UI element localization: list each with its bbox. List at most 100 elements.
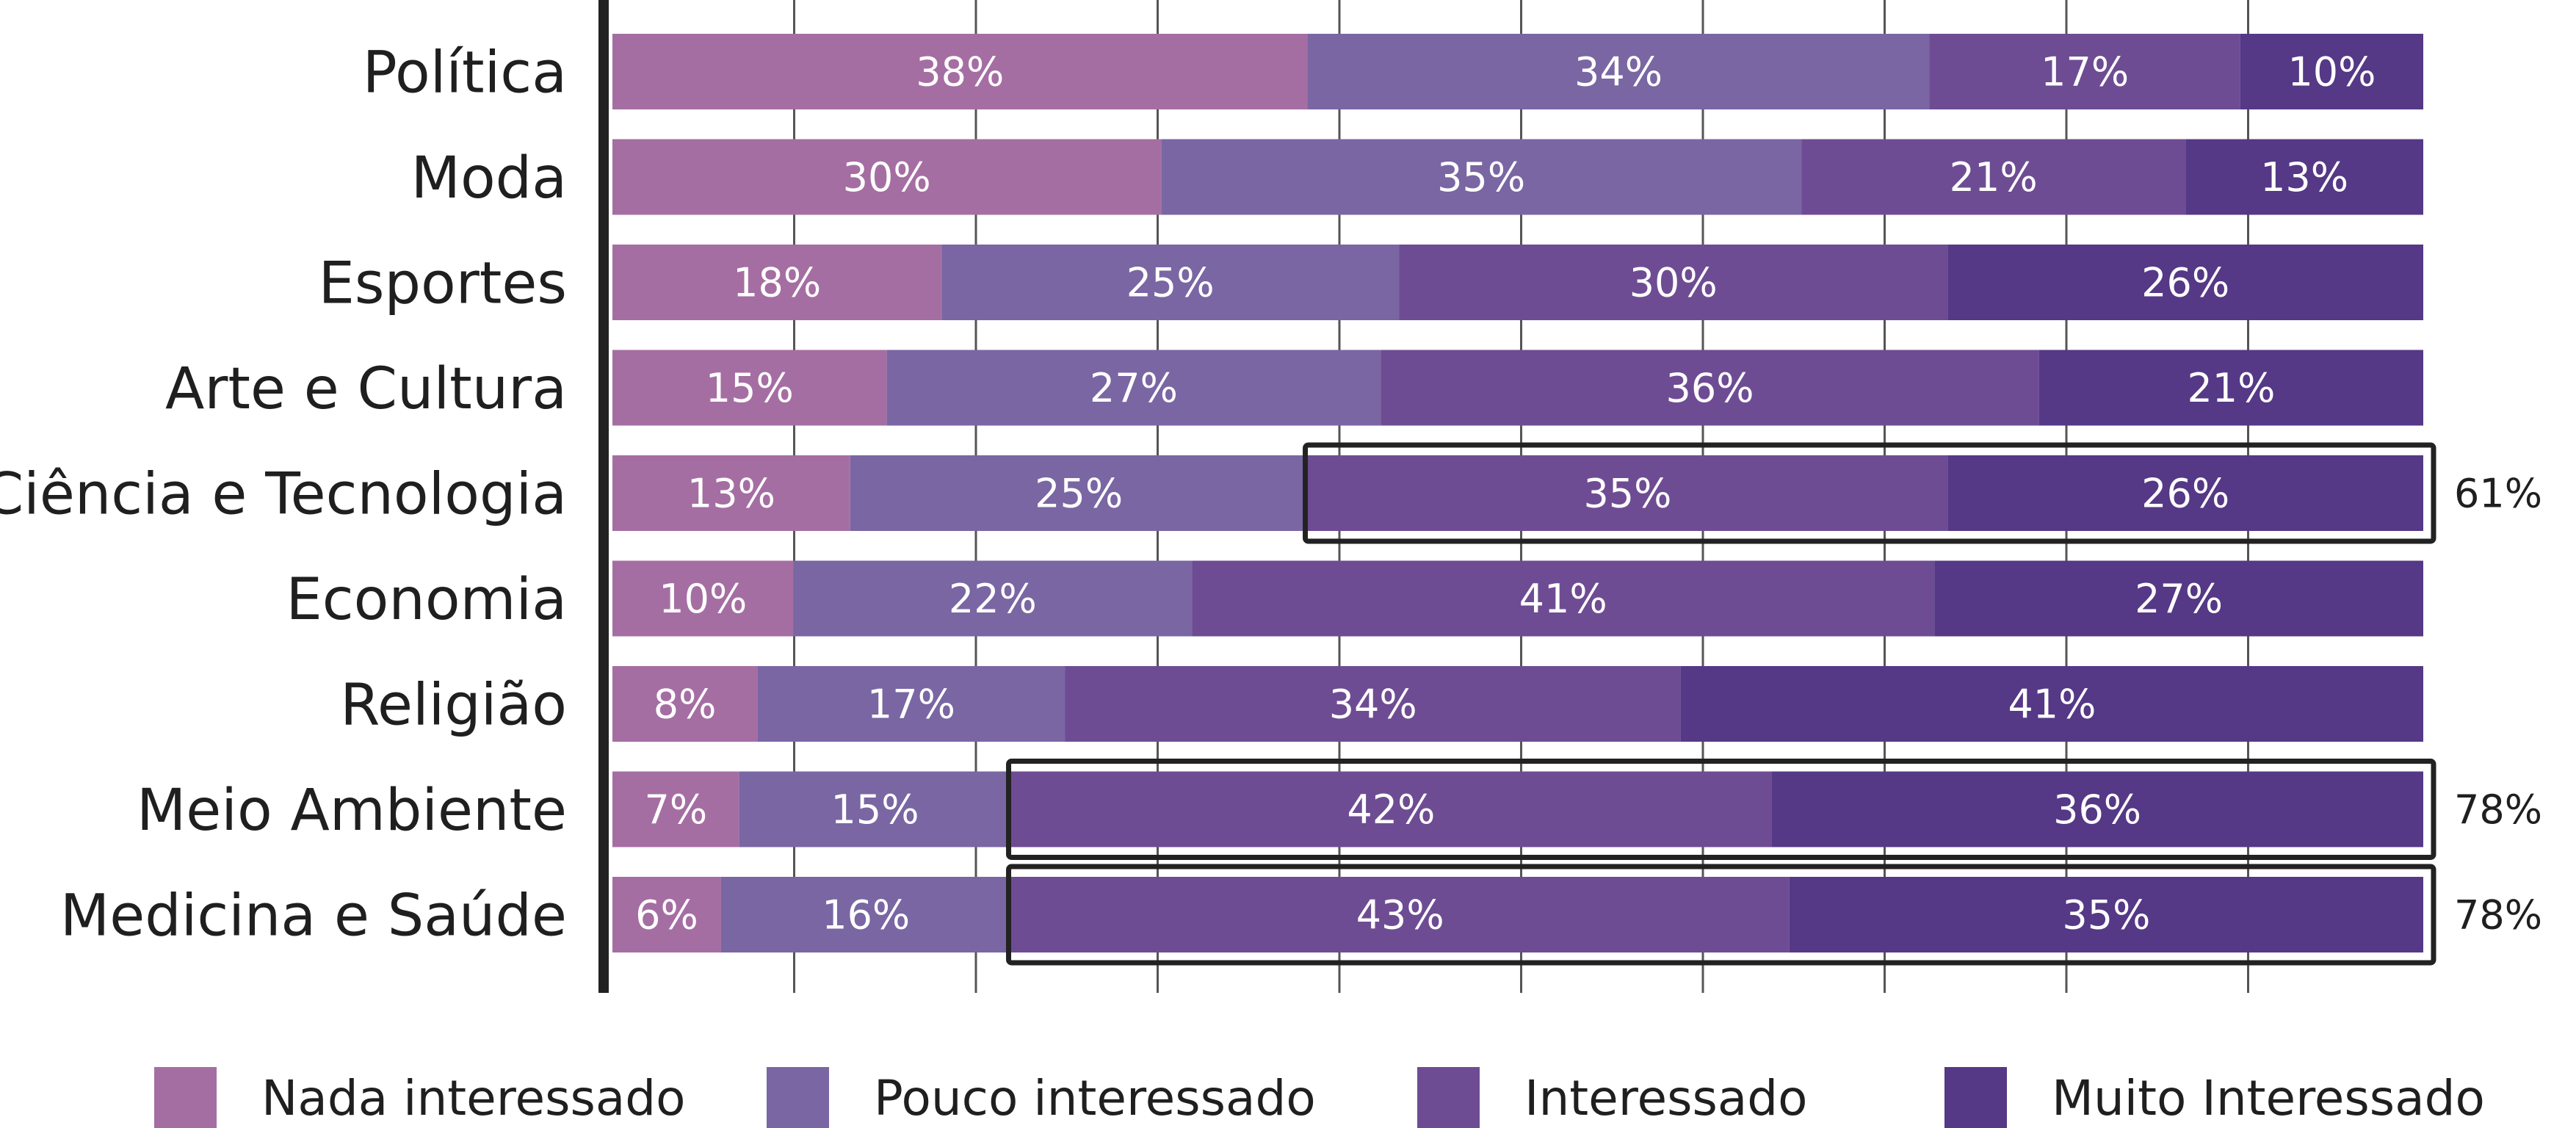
data-label: 41% (1519, 576, 1607, 622)
data-label: 22% (949, 576, 1037, 622)
data-label: 26% (2141, 471, 2229, 517)
bar-medicina-e-saude-muito-interessado (1789, 877, 2423, 952)
legend-swatch-pouco-interessado (767, 1067, 829, 1128)
data-label: 16% (822, 892, 910, 939)
data-label: 42% (1347, 787, 1435, 833)
category-label-politica: Política (363, 40, 567, 106)
bar-politica-interessado (1929, 34, 2240, 109)
bar-religiao-pouco-interessado (757, 666, 1066, 742)
data-label: 26% (2141, 260, 2229, 306)
data-label: 27% (2135, 576, 2223, 622)
category-label-arte-e-cultura: Arte e Cultura (165, 356, 567, 422)
data-label: 25% (1126, 260, 1215, 306)
category-label-medicina-e-saude: Medicina e Saúde (60, 883, 567, 950)
bar-meio-ambiente-interessado (1010, 771, 1772, 847)
data-label: 13% (2260, 154, 2348, 200)
data-label: 35% (1437, 154, 1525, 200)
data-label: 35% (1583, 471, 1671, 517)
bar-meio-ambiente-muito-interessado (1771, 771, 2423, 847)
data-label: 36% (1666, 365, 1754, 411)
data-label: 18% (733, 260, 821, 306)
data-label: 10% (2287, 49, 2376, 95)
bar-moda-muito-interessado (2185, 139, 2423, 215)
data-label: 30% (843, 154, 931, 200)
bar-ciencia-e-tecnologia-muito-interessado (1947, 455, 2423, 531)
data-label: 7% (644, 787, 707, 833)
data-label: 17% (2041, 49, 2129, 95)
bar-meio-ambiente-nada-interessado (612, 771, 739, 847)
bar-economia-interessado (1192, 560, 1935, 637)
bar-meio-ambiente-pouco-interessado (739, 771, 1011, 847)
highlight-box-ciencia-e-tecnologia (1303, 442, 2436, 544)
data-label: 21% (1950, 154, 2038, 200)
data-label: 21% (2187, 365, 2275, 411)
data-label: 13% (687, 471, 775, 517)
bar-ciencia-e-tecnologia-pouco-interessado (850, 455, 1308, 531)
bar-arte-e-cultura-pouco-interessado (886, 350, 1381, 426)
legend-label-nada-interessado: Nada interessado (261, 1070, 686, 1127)
bars: 38% 34% 17% 10% 30% 35% 21% 13% 18% 25% 30% 26% 15% 2… (612, 34, 2423, 952)
data-label: 15% (831, 787, 919, 833)
data-label: 36% (2053, 787, 2141, 833)
bar-politica-pouco-interessado (1307, 34, 1930, 109)
bar-esportes-pouco-interessado (941, 245, 1400, 320)
data-label: 34% (1329, 682, 1417, 728)
category-label-meio-ambiente: Meio Ambiente (137, 778, 567, 844)
bar-moda-pouco-interessado (1161, 139, 1802, 215)
data-label: 35% (2062, 892, 2150, 939)
bar-politica-muito-interessado (2240, 34, 2423, 109)
legend-label-interessado: Interessado (1524, 1070, 1808, 1127)
bar-religiao-nada-interessado (612, 666, 758, 742)
legend: Nada interessado Pouco interessado Interes… (154, 1067, 2485, 1128)
bar-esportes-nada-interessado (612, 245, 942, 320)
category-label-ciencia-e-tecnologia: Ciência e Tecnologia (0, 462, 567, 528)
bar-arte-e-cultura-interessado (1381, 350, 2039, 426)
bar-ciencia-e-tecnologia-interessado (1307, 455, 1948, 531)
data-label: 43% (1356, 892, 1444, 939)
bar-politica-nada-interessado (612, 34, 1308, 109)
bar-medicina-e-saude-interessado (1010, 877, 1790, 952)
bar-economia-nada-interessado (612, 560, 794, 637)
legend-swatch-interessado (1417, 1067, 1480, 1128)
bar-medicina-e-saude-nada-interessado (612, 877, 721, 952)
bar-moda-nada-interessado (612, 139, 1162, 215)
highlight-total-label: 78% (2454, 787, 2542, 833)
bar-economia-pouco-interessado (793, 560, 1193, 637)
category-label-economia: Economia (286, 567, 568, 633)
bar-ciencia-e-tecnologia-nada-interessado (612, 455, 850, 531)
highlight-box-meio-ambiente (1006, 759, 2436, 860)
data-label: 10% (659, 576, 747, 622)
category-label-moda: Moda (411, 145, 567, 212)
legend-swatch-nada-interessado (154, 1067, 217, 1128)
category-label-esportes: Esportes (319, 251, 567, 317)
legend-label-pouco-interessado: Pouco interessado (874, 1070, 1316, 1127)
bar-arte-e-cultura-nada-interessado (612, 350, 887, 426)
highlight-total-label: 61% (2454, 471, 2542, 517)
legend-label-muito-interessado: Muito Interessado (2052, 1070, 2485, 1127)
data-label: 27% (1090, 365, 1178, 411)
data-label: 25% (1035, 471, 1123, 517)
data-label: 8% (654, 682, 717, 728)
bar-religiao-interessado (1065, 666, 1681, 742)
category-label-religiao: Religião (340, 673, 567, 739)
data-label: 15% (706, 365, 794, 411)
data-label: 34% (1574, 49, 1663, 95)
bar-arte-e-cultura-muito-interessado (2038, 350, 2423, 426)
highlight-total-label: 78% (2454, 892, 2542, 939)
bar-moda-interessado (1801, 139, 2186, 215)
data-label: 38% (916, 49, 1004, 95)
data-label: 41% (2008, 682, 2096, 728)
bar-esportes-interessado (1399, 245, 1948, 320)
legend-swatch-muito-interessado (1944, 1067, 2007, 1128)
highlight-boxes: 61% 78% 78% (1006, 442, 2542, 966)
bar-religiao-muito-interessado (1680, 666, 2423, 742)
data-label: 6% (635, 892, 698, 939)
bar-economia-muito-interessado (1934, 560, 2423, 637)
category-labels: Política Moda Esportes Arte e Cultura Ciênci… (0, 40, 567, 950)
bar-esportes-muito-interessado (1947, 245, 2423, 320)
bar-medicina-e-saude-pouco-interessado (720, 877, 1011, 952)
highlight-box-medicina-e-saude (1006, 864, 2436, 966)
data-label: 17% (867, 682, 955, 728)
data-label: 30% (1629, 260, 1718, 306)
